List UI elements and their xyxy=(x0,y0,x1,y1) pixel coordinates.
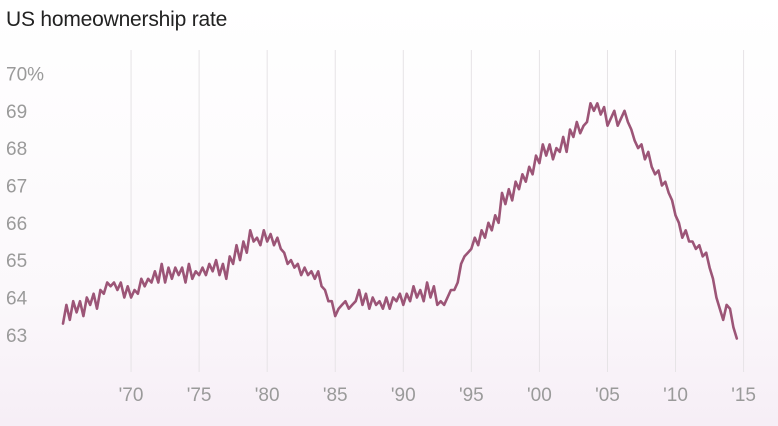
series xyxy=(61,102,739,340)
y-tick-label: 65 xyxy=(6,251,27,272)
y-tick-label: 67 xyxy=(6,176,27,197)
y-tick-label: 64 xyxy=(6,288,28,309)
y-tick-label: 69 xyxy=(6,102,27,123)
chart-title: US homeownership rate xyxy=(6,8,228,31)
y-tick-label: 63 xyxy=(6,326,27,347)
x-tick-label: '85 xyxy=(323,385,348,406)
x-tick-label: '70 xyxy=(119,385,144,406)
y-tick-label: 66 xyxy=(6,214,27,235)
y-tick-label: 68 xyxy=(6,139,27,160)
grid xyxy=(130,50,745,372)
x-tick-label: '05 xyxy=(595,385,620,406)
x-axis: '70 '75 '80 '85 '90 '95 '00 '05 '10 '15 xyxy=(119,385,756,406)
x-tick-label: '10 xyxy=(663,385,688,406)
x-tick-label: '00 xyxy=(527,385,552,406)
x-tick-label: '90 xyxy=(391,385,416,406)
series-line-0 xyxy=(61,102,739,340)
x-tick-label: '95 xyxy=(459,385,484,406)
x-tick-label: '15 xyxy=(731,385,756,406)
x-tick-label: '75 xyxy=(187,385,212,406)
y-tick-label: 70% xyxy=(6,64,44,85)
y-axis: 70% 69 68 67 66 65 64 63 xyxy=(6,64,44,346)
x-tick-label: '80 xyxy=(255,385,280,406)
